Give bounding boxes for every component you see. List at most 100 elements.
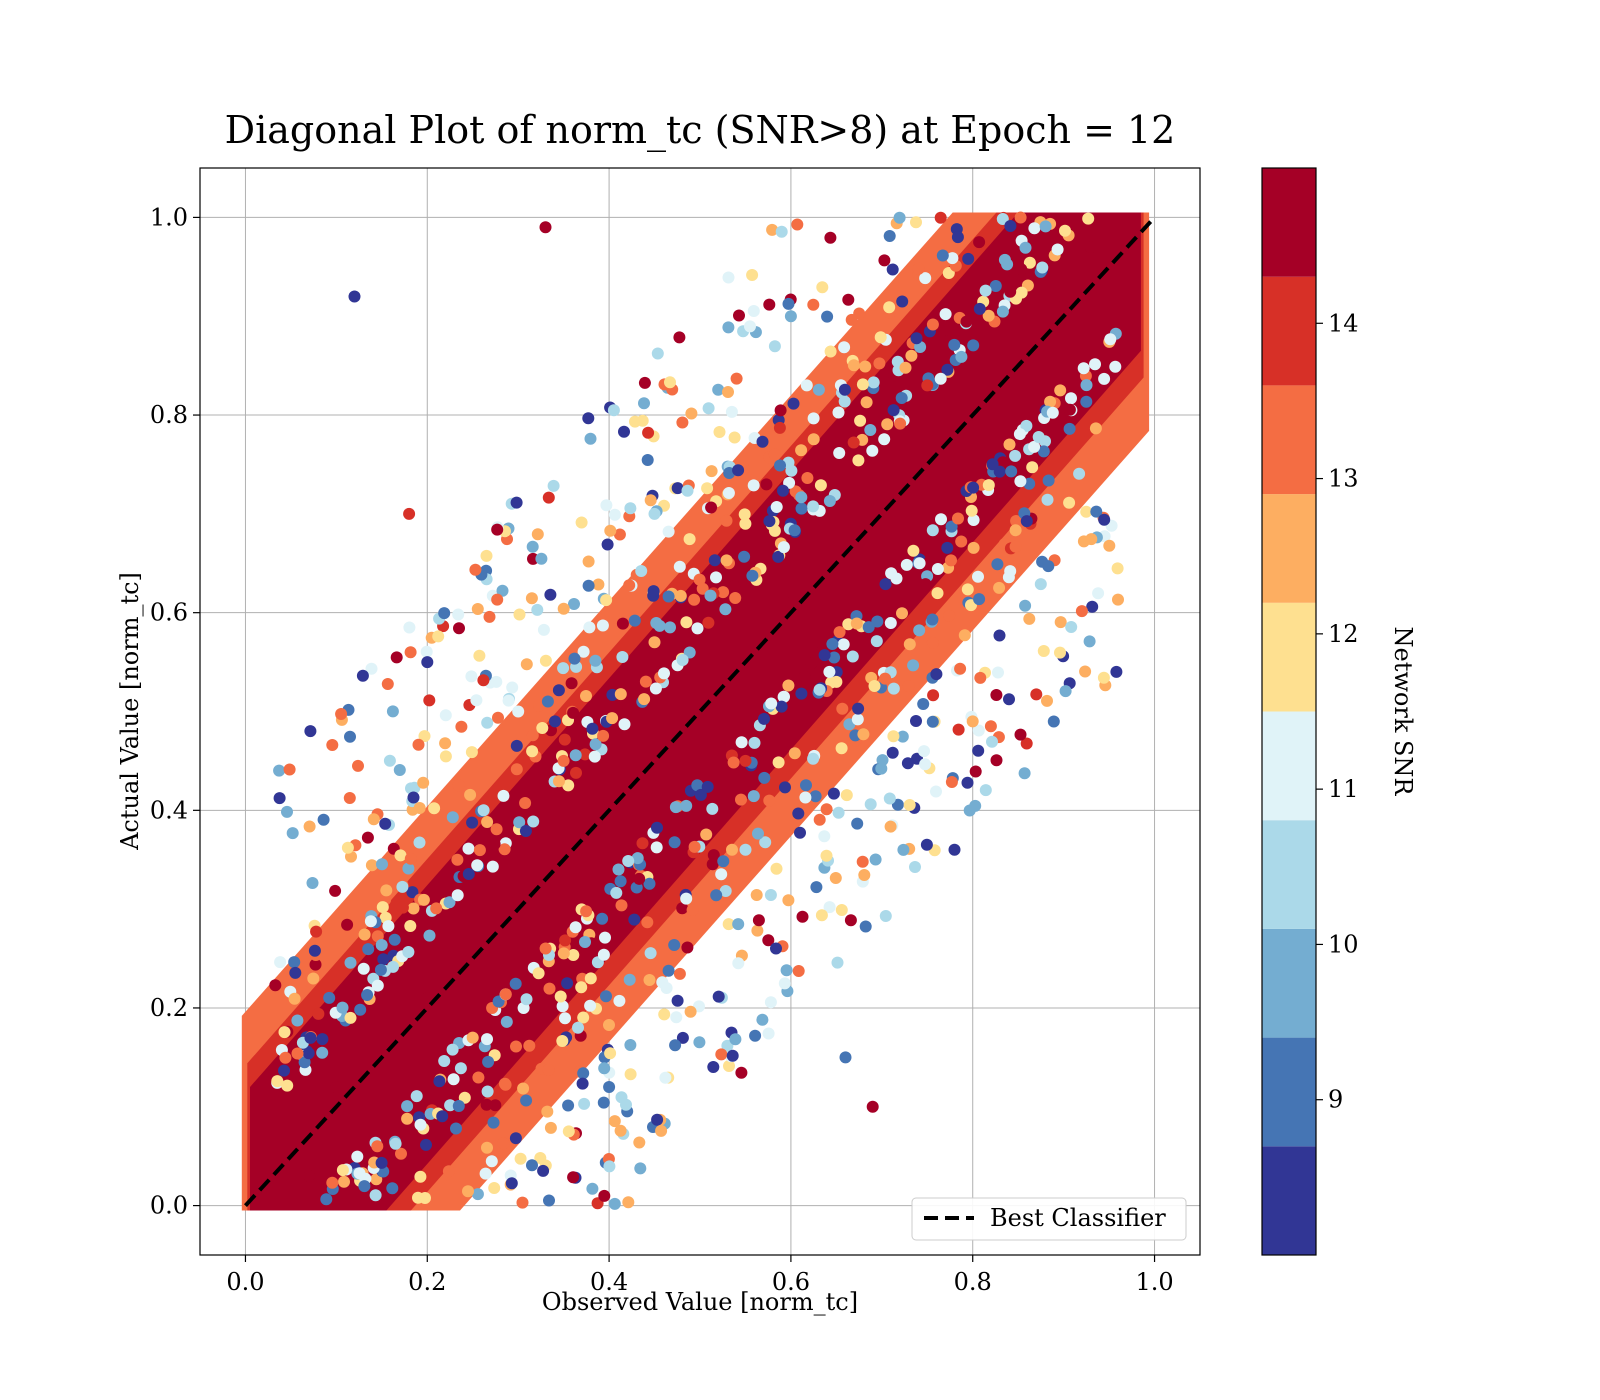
scatter-point	[465, 670, 478, 683]
scatter-point	[680, 616, 693, 629]
scatter-point	[810, 881, 823, 894]
scatter-point	[375, 1156, 388, 1169]
scatter-point	[489, 1099, 502, 1112]
scatter-point	[782, 679, 795, 692]
scatter-point	[633, 872, 646, 885]
scatter-point	[544, 588, 557, 601]
scatter-point	[807, 412, 820, 425]
scatter-point	[778, 690, 790, 703]
scatter-point	[439, 737, 452, 750]
scatter-point	[990, 689, 1003, 701]
scatter-point	[1020, 737, 1033, 750]
scatter-point	[899, 361, 912, 374]
scatter-point	[526, 540, 539, 553]
scatter-point	[462, 842, 475, 855]
scatter-point	[1019, 241, 1032, 254]
scatter-point	[801, 472, 814, 484]
scatter-point	[993, 581, 1006, 594]
scatter-point	[491, 593, 504, 606]
scatter-point	[536, 722, 549, 734]
x-tick-label: 0.0	[226, 1268, 264, 1296]
scatter-point	[715, 1048, 728, 1061]
scatter-point	[707, 849, 720, 862]
scatter-point	[845, 313, 858, 326]
scatter-point	[535, 552, 548, 565]
scatter-point	[1054, 384, 1067, 397]
scatter-point	[336, 1164, 349, 1177]
scatter-point	[557, 602, 570, 615]
scatter-point	[917, 698, 930, 710]
scatter-point	[902, 680, 915, 692]
scatter-point	[826, 638, 839, 650]
scatter-point	[586, 1182, 599, 1195]
scatter-point	[271, 1075, 284, 1088]
scatter-point	[375, 939, 388, 951]
scatter-point	[930, 785, 942, 798]
scatter-point	[990, 754, 1003, 767]
scatter-point	[1080, 395, 1093, 408]
scatter-point	[762, 1027, 775, 1040]
colorbar-tick-label: 12	[1328, 620, 1359, 648]
scatter-point	[403, 621, 416, 634]
scatter-point	[1026, 461, 1039, 474]
scatter-point	[919, 272, 932, 285]
scatter-point	[910, 715, 922, 727]
scatter-point	[960, 315, 973, 328]
scatter-point	[774, 404, 787, 417]
scatter-point	[773, 421, 786, 434]
scatter-point	[910, 332, 923, 345]
scatter-point	[1103, 539, 1116, 552]
scatter-point	[613, 528, 626, 541]
scatter-point	[541, 1105, 554, 1118]
scatter-point	[708, 554, 721, 567]
scatter-point	[614, 688, 627, 701]
scatter-point	[918, 745, 930, 758]
scatter-point	[388, 933, 401, 946]
scatter-point	[615, 899, 628, 912]
scatter-point	[673, 331, 686, 344]
scatter-point	[500, 1015, 513, 1028]
scatter-point	[1082, 212, 1095, 225]
scatter-point	[497, 1137, 510, 1150]
scatter-point	[710, 571, 722, 584]
scatter-point	[361, 989, 374, 1001]
scatter-point	[883, 301, 896, 314]
scatter-point	[658, 1008, 671, 1021]
scatter-point	[886, 746, 899, 759]
scatter-point	[567, 706, 580, 719]
scatter-point	[496, 584, 509, 597]
scatter-point	[896, 295, 909, 308]
scatter-point	[356, 669, 369, 682]
scatter-point	[857, 728, 870, 741]
scatter-point	[955, 535, 968, 548]
scatter-point	[794, 826, 806, 839]
scatter-point	[289, 966, 302, 979]
scatter-point	[412, 1191, 424, 1204]
scatter-point	[778, 977, 791, 990]
scatter-point	[283, 763, 296, 776]
scatter-point	[575, 516, 588, 529]
scatter-point	[1004, 220, 1017, 232]
scatter-point	[989, 280, 1002, 292]
scatter-point	[705, 465, 718, 478]
scatter-point	[641, 454, 654, 466]
scatter-point	[763, 794, 776, 807]
scatter-point	[681, 484, 694, 497]
colorbar-tick-label: 10	[1328, 930, 1359, 958]
scatter-point	[1030, 688, 1043, 701]
scatter-point	[919, 578, 932, 591]
scatter-point	[519, 825, 532, 837]
scatter-point	[1104, 333, 1117, 346]
scatter-point	[835, 742, 848, 755]
scatter-point	[386, 1182, 399, 1195]
scatter-point	[525, 592, 538, 605]
data-point	[603, 1081, 616, 1093]
x-tick-label: 0.2	[408, 1268, 446, 1296]
scatter-point	[700, 828, 713, 841]
scatter-point	[541, 695, 554, 708]
scatter-point	[926, 613, 939, 626]
scatter-point	[604, 524, 617, 537]
scatter-point	[680, 892, 693, 905]
scatter-point	[867, 376, 880, 389]
scatter-point	[618, 425, 630, 438]
